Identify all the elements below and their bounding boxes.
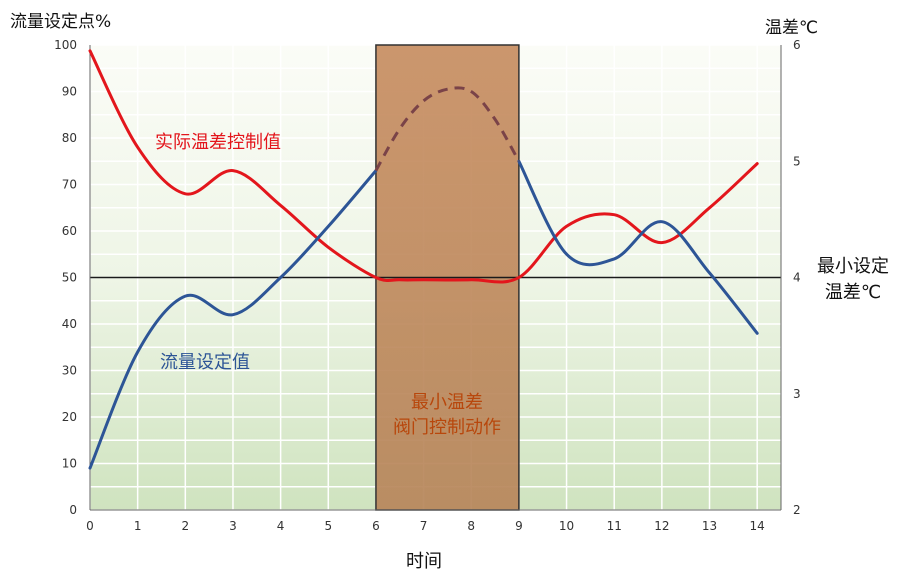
series-actual-temp-diff <box>88 49 759 284</box>
x-tick-label: 1 <box>134 519 142 533</box>
x-tick-label: 12 <box>654 519 669 533</box>
y-right-tick-label: 4 <box>793 271 801 285</box>
x-tick-label: 2 <box>181 519 189 533</box>
y-left-tick-label: 80 <box>62 131 77 145</box>
x-tick-label: 0 <box>86 519 94 533</box>
y-left-tick-label: 90 <box>62 85 77 99</box>
tick-labels: 0 1 2 3 4 5 6 7 8 9 10 11 12 13 1401020304050607080901… <box>54 38 801 533</box>
y-right-tick-label: 2 <box>793 503 801 517</box>
y-left-tick-label: 50 <box>62 271 77 285</box>
x-tick-label: 10 <box>559 519 574 533</box>
x-tick-label: 13 <box>702 519 717 533</box>
y-left-tick-label: 100 <box>54 38 77 52</box>
reference-label-line-1: 最小设定 <box>817 256 889 277</box>
y-left-tick-label: 70 <box>62 178 77 192</box>
annotation-flow-setpoint: 流量设定值 <box>160 352 250 373</box>
x-tick-label: 14 <box>750 519 765 533</box>
y-right-tick-label: 5 <box>793 154 801 168</box>
x-tick-label: 11 <box>607 519 622 533</box>
y-left-tick-label: 10 <box>62 457 77 471</box>
y-left-tick-label: 60 <box>62 224 77 238</box>
x-tick-label: 8 <box>467 519 475 533</box>
right-axis-title: 温差℃ <box>765 18 818 38</box>
x-tick-label: 5 <box>324 519 332 533</box>
y-left-tick-label: 0 <box>69 503 77 517</box>
x-tick-label: 6 <box>372 519 380 533</box>
left-axis-title: 流量设定点% <box>10 12 111 32</box>
series-group <box>88 49 759 470</box>
reference-label-line-2: 温差℃ <box>825 282 881 303</box>
y-left-tick-label: 20 <box>62 410 77 424</box>
y-right-tick-label: 6 <box>793 38 801 52</box>
y-left-tick-label: 30 <box>62 364 77 378</box>
y-left-tick-label: 40 <box>62 317 77 331</box>
annotation-actual-temp-diff: 实际温差控制值 <box>155 132 281 153</box>
annotation-box-line-1: 最小温差 <box>411 392 483 413</box>
series-flow-setpoint-segment-2 <box>517 159 759 335</box>
x-tick-label: 9 <box>515 519 523 533</box>
x-tick-label: 4 <box>277 519 285 533</box>
annotation-box-line-2: 阀门控制动作 <box>393 417 501 438</box>
x-axis-title: 时间 <box>406 551 442 572</box>
x-tick-label: 3 <box>229 519 237 533</box>
y-right-tick-label: 3 <box>793 387 801 401</box>
x-tick-label: 7 <box>420 519 428 533</box>
series-flow-setpoint-segment-1 <box>88 169 378 470</box>
series-flow-setpoint-dashed <box>374 86 521 172</box>
